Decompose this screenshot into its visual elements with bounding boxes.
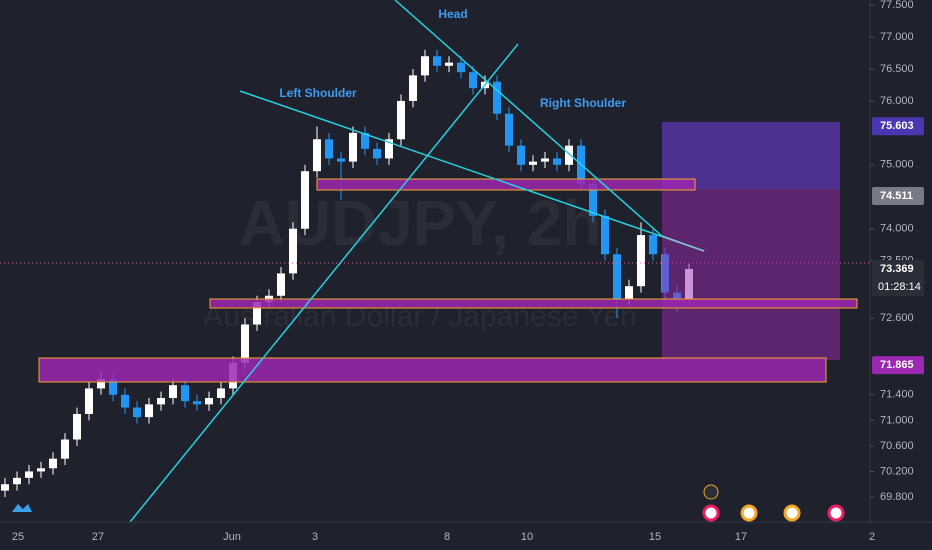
demand-zone: [38, 357, 827, 383]
price-tick-label: 75.000: [880, 159, 914, 171]
candle-body: [337, 158, 345, 162]
candle-body: [181, 385, 189, 402]
logo: [12, 504, 32, 512]
price-tick-label: 70.200: [880, 465, 914, 477]
candle-body: [49, 458, 57, 469]
right-shoulder-label: Right Shoulder: [540, 96, 626, 110]
price-tick-label: 70.600: [880, 440, 914, 452]
candle-body: [217, 388, 225, 398]
left-shoulder-label: Left Shoulder: [279, 86, 357, 100]
candle-body: [433, 56, 441, 66]
price-tick-label: 69.800: [880, 491, 914, 503]
price-badge: [872, 187, 924, 206]
stop-zone: [662, 189, 840, 360]
time-tick-label: 15: [649, 531, 661, 543]
time-tick-label: 2: [869, 531, 875, 543]
candle-body: [109, 378, 117, 395]
price-badge: [872, 356, 924, 375]
price-badge: [872, 117, 924, 136]
time-tick-label: 10: [521, 531, 533, 543]
candle-body: [253, 302, 261, 325]
price-tick-label: 72.600: [880, 312, 914, 324]
price-badge-label: 74.511: [880, 190, 913, 202]
candle-body: [421, 56, 429, 76]
price-badge-label: 75.603: [880, 120, 914, 132]
countdown-label: 01:28:14: [878, 281, 921, 293]
candle-body: [649, 235, 657, 255]
candle-body: [85, 388, 93, 414]
time-tick-label: 17: [735, 531, 747, 543]
candle-body: [25, 471, 33, 478]
candle-body: [445, 62, 453, 66]
candle-body: [589, 183, 597, 216]
candle-body: [349, 132, 357, 162]
candle-body: [37, 468, 45, 472]
candle-body: [289, 228, 297, 274]
rising-trendline: [129, 43, 519, 523]
candle-body: [517, 145, 525, 165]
candle-body: [373, 148, 381, 159]
candle-body: [469, 72, 477, 89]
candle-body: [361, 132, 369, 149]
candle-body: [61, 439, 69, 459]
candle-body: [1, 484, 9, 491]
candle-body: [241, 324, 249, 363]
candle-body: [613, 254, 621, 299]
candle-body: [325, 139, 333, 159]
candle-body: [13, 477, 21, 485]
price-tick-label: 71.400: [880, 389, 914, 401]
head-label: Head: [438, 7, 467, 21]
candle-body: [637, 235, 645, 287]
candle-body: [529, 161, 537, 165]
price-badge-label: 73.369: [880, 263, 914, 275]
price-tick-label: 74.000: [880, 223, 914, 235]
candle-body: [493, 81, 501, 114]
time-tick-label: 27: [92, 531, 104, 543]
neckline: [239, 90, 705, 252]
candle-body: [457, 62, 465, 73]
candle-body: [601, 215, 609, 255]
candle-body: [541, 158, 549, 162]
event-icons: [702, 484, 845, 522]
candle-body: [169, 385, 177, 398]
price-tick-label: 71.000: [880, 414, 914, 426]
candle-body: [121, 394, 129, 408]
candle-body: [397, 100, 405, 140]
candle-body: [97, 378, 105, 389]
countdown-badge: [872, 278, 924, 297]
candle-body: [625, 286, 633, 299]
price-tick-label: 77.500: [880, 0, 914, 11]
price-tick-label: 76.000: [880, 95, 914, 107]
watermark-symbol: AUDJPY, 2h: [239, 187, 602, 259]
price-badge: [872, 260, 924, 279]
resistance-zone: [316, 178, 696, 191]
candle-body: [553, 158, 561, 165]
candle-body: [313, 139, 321, 172]
head-trendline: [394, 0, 663, 237]
time-tick-label: Jun: [223, 531, 241, 543]
candle-body: [193, 401, 201, 405]
candle-body: [145, 404, 153, 418]
candle-body: [409, 75, 417, 101]
candle-body: [385, 139, 393, 159]
candle-body: [133, 407, 141, 418]
support-zone: [209, 298, 858, 309]
candle-body: [505, 113, 513, 146]
time-tick-label: 25: [12, 531, 24, 543]
price-badge-label: 71.865: [880, 359, 914, 371]
candle-body: [73, 413, 81, 440]
time-tick-label: 8: [444, 531, 450, 543]
time-tick-label: 3: [312, 531, 318, 543]
candle-body: [205, 397, 213, 405]
trendline-extension: [661, 235, 705, 252]
target-zone: [662, 122, 840, 189]
price-tick-label: 77.000: [880, 31, 914, 43]
candle-body: [277, 273, 285, 296]
price-tick-label: 76.500: [880, 63, 914, 75]
candle-body: [301, 171, 309, 229]
candle-body: [157, 397, 165, 405]
candle-body: [565, 145, 573, 165]
